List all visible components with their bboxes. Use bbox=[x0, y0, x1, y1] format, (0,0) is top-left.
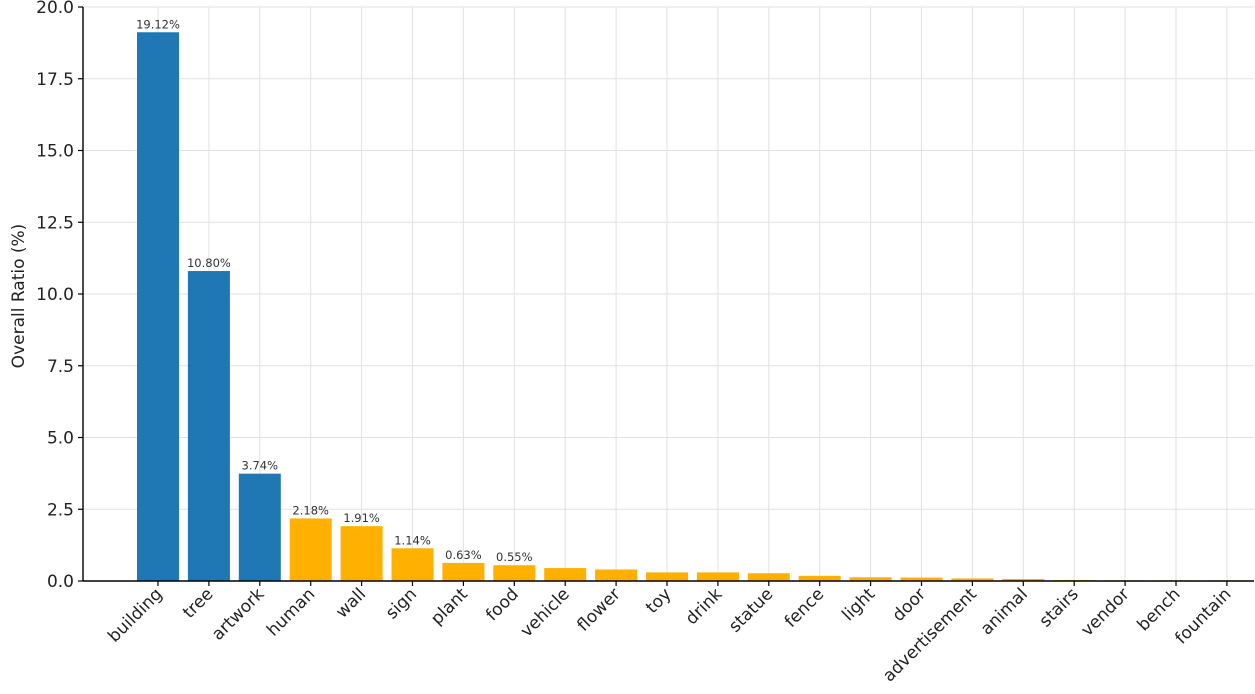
x-tick-label-stairs: stairs bbox=[1036, 584, 1083, 631]
bar-advertisement bbox=[951, 578, 994, 581]
data-label-building: 19.12% bbox=[136, 17, 180, 31]
x-tick-label-human: human bbox=[263, 584, 319, 640]
data-labels: 19.12% 10.80% 3.74% 2.18% 1.91% 1.14% 0.63% 0.5… bbox=[136, 17, 533, 564]
y-tick-label: 2.5 bbox=[47, 500, 74, 520]
x-tick-label-fountain: fountain bbox=[1171, 584, 1235, 648]
x-tick-label-vendor: vendor bbox=[1077, 584, 1133, 640]
x-tick-label-sign: sign bbox=[382, 584, 421, 623]
data-label-wall: 1.91% bbox=[343, 511, 380, 525]
bar-plant bbox=[442, 562, 485, 581]
bar-sign bbox=[391, 548, 434, 581]
y-tick-label: 20.0 bbox=[36, 0, 74, 18]
x-tick-label-light: light bbox=[838, 584, 879, 625]
data-label-artwork: 3.74% bbox=[242, 459, 279, 473]
x-tick-label-food: food bbox=[482, 584, 523, 625]
y-tick-label: 12.5 bbox=[36, 213, 74, 233]
y-axis-label: Overall Ratio (%) bbox=[9, 224, 29, 369]
bar-flower bbox=[595, 569, 638, 581]
x-tick-label-advertisement: advertisement bbox=[879, 584, 981, 686]
x-tick-label-statue: statue bbox=[725, 584, 777, 636]
data-label-tree: 10.80% bbox=[187, 256, 231, 270]
data-label-plant: 0.63% bbox=[445, 548, 482, 562]
y-tick-label: 10.0 bbox=[36, 285, 74, 305]
axes bbox=[78, 6, 1254, 586]
x-tick-label-door: door bbox=[889, 584, 930, 625]
data-label-food: 0.55% bbox=[496, 550, 533, 564]
bar-tree bbox=[187, 271, 230, 581]
bar-statue bbox=[747, 573, 790, 581]
bar-food bbox=[493, 565, 536, 581]
bar-animal bbox=[1002, 578, 1045, 581]
x-tick-label-animal: animal bbox=[977, 584, 1032, 639]
data-label-human: 2.18% bbox=[292, 503, 329, 517]
gridlines bbox=[83, 6, 1254, 582]
x-tick-label-drink: drink bbox=[682, 584, 727, 629]
x-tick-label-building: building bbox=[104, 584, 166, 646]
bar-wall bbox=[340, 526, 383, 581]
bars bbox=[137, 32, 1248, 582]
x-tick-label-flower: flower bbox=[573, 584, 624, 635]
data-label-sign: 1.14% bbox=[394, 533, 431, 547]
y-tick-label: 17.5 bbox=[36, 70, 74, 90]
x-tick-label-fence: fence bbox=[781, 584, 828, 631]
x-tick-label-wall: wall bbox=[332, 584, 370, 622]
x-tick-label-plant: plant bbox=[427, 584, 472, 629]
bar-vehicle bbox=[544, 568, 587, 581]
bar-building bbox=[137, 32, 179, 582]
x-tick-label-vehicle: vehicle bbox=[517, 584, 574, 641]
x-tick-label-toy: toy bbox=[642, 584, 675, 617]
y-tick-label: 0.0 bbox=[47, 572, 74, 592]
bar-toy bbox=[646, 572, 688, 581]
x-tick-label-artwork: artwork bbox=[208, 584, 268, 644]
bar-drink bbox=[696, 572, 739, 581]
bar-artwork bbox=[238, 473, 281, 581]
y-tick-label: 7.5 bbox=[47, 357, 74, 377]
bar-fence bbox=[798, 575, 841, 581]
x-tick-label-tree: tree bbox=[179, 584, 217, 622]
y-tick-label: 5.0 bbox=[47, 429, 74, 449]
y-tick-labels: 0.0 2.5 5.0 7.5 10.0 12.5 15.0 17.5 20.0 bbox=[36, 0, 74, 592]
bar-light bbox=[849, 577, 892, 581]
bar-door bbox=[900, 577, 943, 581]
bar-human bbox=[289, 518, 332, 581]
y-tick-label: 15.0 bbox=[36, 142, 74, 162]
